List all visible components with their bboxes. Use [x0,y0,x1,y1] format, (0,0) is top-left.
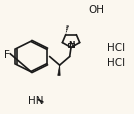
Text: HCl: HCl [107,57,125,67]
Text: HN: HN [28,95,43,105]
Text: OH: OH [88,5,105,15]
Polygon shape [58,66,60,76]
Text: HCl: HCl [107,42,125,52]
Text: N: N [68,41,74,50]
Text: F: F [4,49,10,59]
Bar [68,44,74,47]
